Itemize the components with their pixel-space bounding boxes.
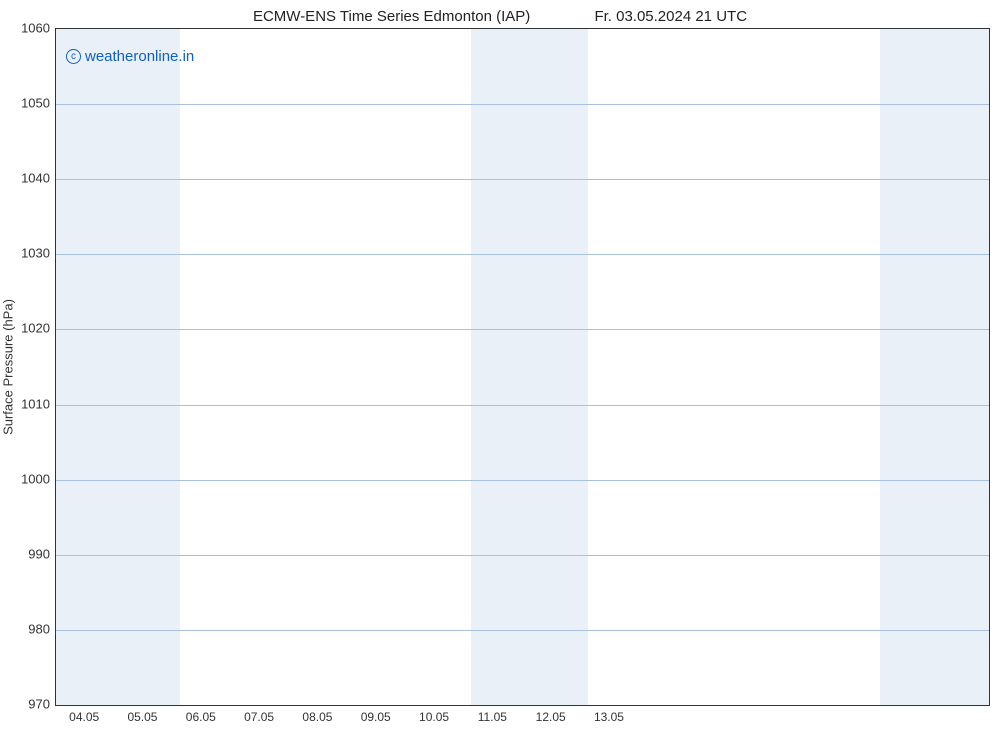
ytick-label: 1000 [5,471,50,486]
ytick-label: 1060 [5,21,50,36]
gridline-horizontal [56,329,989,330]
xtick-label: 06.05 [186,710,216,724]
xtick-label: 10.05 [419,710,449,724]
title-main: ECMW-ENS Time Series Edmonton (IAP) [253,8,530,25]
gridline-horizontal [56,555,989,556]
ytick-label: 990 [5,546,50,561]
xtick-label: 08.05 [302,710,332,724]
copyright-icon: c [66,49,81,64]
ytick-label: 1020 [5,321,50,336]
ytick-label: 1010 [5,396,50,411]
gridline-horizontal [56,405,989,406]
ytick-label: 1030 [5,246,50,261]
watermark-text: weatheronline.in [85,48,194,65]
shaded-band [471,29,588,705]
xtick-label: 11.05 [478,710,507,724]
xtick-label: 07.05 [244,710,274,724]
chart-container: ECMW-ENS Time Series Edmonton (IAP) Fr. … [0,0,1000,733]
title-date: Fr. 03.05.2024 21 UTC [594,8,747,25]
gridline-horizontal [56,254,989,255]
shaded-band [880,29,989,705]
xtick-label: 05.05 [127,710,157,724]
gridline-horizontal [56,480,989,481]
shaded-band [56,29,180,705]
ytick-label: 980 [5,621,50,636]
plot-area [55,28,990,706]
ytick-label: 1040 [5,171,50,186]
watermark: c weatheronline.in [66,48,194,65]
ytick-label: 970 [5,697,50,712]
xtick-label: 13.05 [594,710,624,724]
gridline-horizontal [56,179,989,180]
chart-title: ECMW-ENS Time Series Edmonton (IAP) Fr. … [0,8,1000,25]
ytick-label: 1050 [5,96,50,111]
xtick-label: 12.05 [536,710,566,724]
gridline-horizontal [56,630,989,631]
gridline-horizontal [56,104,989,105]
xtick-label: 09.05 [361,710,391,724]
xtick-label: 04.05 [69,710,99,724]
y-axis-label: Surface Pressure (hPa) [1,299,16,435]
